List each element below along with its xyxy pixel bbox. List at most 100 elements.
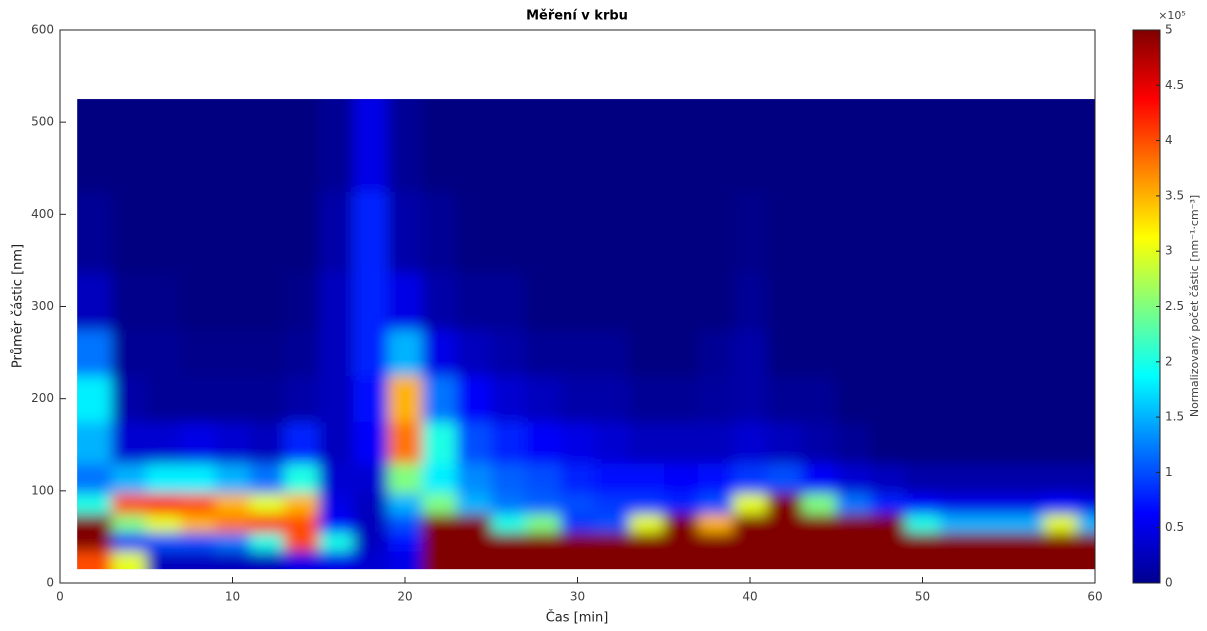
heatmap-cell [146,463,182,494]
heatmap-cell [525,375,561,423]
heatmap-cell [215,421,251,464]
heatmap-cell [1008,271,1044,331]
heatmap-cell [111,550,147,570]
heatmap-cell [870,513,906,533]
heatmap-cell [249,493,285,515]
heatmap-cell [318,375,354,423]
heatmap-cell [77,99,113,192]
heatmap-cell [180,421,216,464]
heatmap-cell [939,329,975,377]
heatmap-cell [974,271,1010,331]
heatmap-cell [111,271,147,331]
heatmap-cell [560,463,596,494]
heatmap-cell [732,271,768,331]
heatmap-cell [249,550,285,570]
heatmap-cell [767,513,803,533]
heatmap-cell [974,99,1010,192]
heatmap-cell [663,99,699,192]
heatmap-cell [767,191,803,273]
heatmap-cell [146,99,182,192]
heatmap-cell [422,493,458,515]
heatmap-cell [663,550,699,570]
heatmap-cell [249,532,285,552]
heatmap-cell [732,191,768,273]
heatmap-cell [663,375,699,423]
heatmap-cell [318,191,354,273]
heatmap-cell [1077,463,1095,494]
heatmap-cell [353,99,389,192]
heatmap-cell [353,329,389,377]
heatmap-cell [387,550,423,570]
heatmap-cell [422,329,458,377]
heatmap-cell [77,329,113,377]
heatmap-cell [939,493,975,515]
heatmap-cell [663,191,699,273]
heatmap-cell [1043,421,1079,464]
heatmap-cell [698,375,734,423]
heatmap-cell [387,375,423,423]
heatmap-cell [629,99,665,192]
heatmap-cell [767,99,803,192]
colorbar-tick-label: 1.5 [1165,410,1184,424]
heatmap-cell [732,375,768,423]
heatmap-cell [111,532,147,552]
heatmap-cell [491,513,527,533]
heatmap-cell [491,375,527,423]
heatmap-cell [836,271,872,331]
heatmap-cell [663,513,699,533]
heatmap-cell [1043,191,1079,273]
heatmap-cell [698,191,734,273]
heatmap-cell [491,493,527,515]
heatmap-cell [801,513,837,533]
heatmap-cell [387,191,423,273]
heatmap [77,99,1095,570]
heatmap-cell [732,99,768,192]
heatmap-cell [1008,375,1044,423]
heatmap-cell [698,271,734,331]
heatmap-cell [456,271,492,331]
heatmap-cell [939,463,975,494]
heatmap-cell [1043,463,1079,494]
heatmap-cell [870,421,906,464]
heatmap-cell [387,463,423,494]
heatmap-cell [663,532,699,552]
heatmap-cell [318,463,354,494]
heatmap-cell [836,550,872,570]
heatmap-cell [698,513,734,533]
heatmap-cell [905,550,941,570]
heatmap-cell [663,271,699,331]
heatmap-cell [905,532,941,552]
heatmap-cell [180,329,216,377]
heatmap-cell [870,191,906,273]
heatmap-cell [284,329,320,377]
heatmap-cell [1043,329,1079,377]
heatmap-cell [146,421,182,464]
heatmap-cell [318,99,354,192]
heatmap-cell [422,271,458,331]
heatmap-cell [77,191,113,273]
heatmap-cell [146,375,182,423]
heatmap-cell [249,99,285,192]
heatmap-cell [353,421,389,464]
heatmap-cell [111,99,147,192]
heatmap-cell [146,513,182,533]
heatmap-cell [77,375,113,423]
colorbar-tick-label: 3.5 [1165,188,1184,202]
heatmap-cell [387,532,423,552]
colorbar-tick-label: 5 [1165,23,1173,37]
heatmap-cell [732,550,768,570]
heatmap-cell [629,513,665,533]
heatmap-cell [180,271,216,331]
heatmap-cell [1077,550,1095,570]
heatmap-cell [318,513,354,533]
colorbar-tick-label: 3 [1165,244,1173,258]
heatmap-cell [215,493,251,515]
heatmap-cell [974,513,1010,533]
heatmap-cell [663,421,699,464]
heatmap-cell [1008,191,1044,273]
heatmap-cell [456,99,492,192]
heatmap-cell [629,375,665,423]
x-tick-label: 0 [56,590,64,604]
heatmap-cell [905,463,941,494]
heatmap-cell [594,463,630,494]
